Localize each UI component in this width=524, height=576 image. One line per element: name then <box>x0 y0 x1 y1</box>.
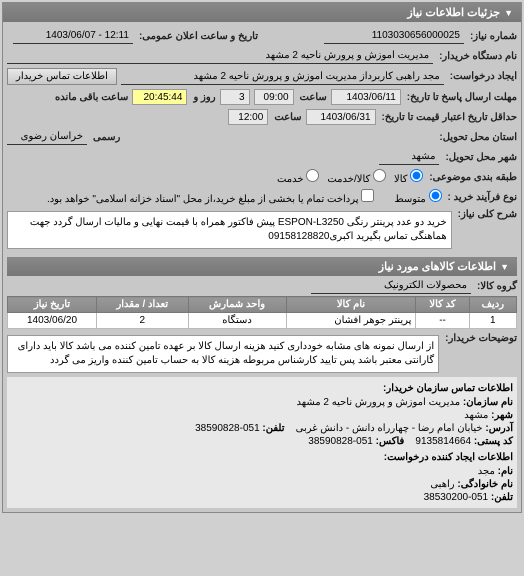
validity-label: حداقل تاریخ اعتبار قیمت تا تاریخ: <box>380 112 517 123</box>
address-value: خیابان امام رضا - چهارراه دانش - دانش غر… <box>296 423 483 434</box>
days-value: 3 <box>220 89 250 105</box>
delivery-city-value: مشهد <box>379 149 439 165</box>
delivery-state-label: استان محل تحویل: <box>437 132 517 143</box>
radio-kala-label: کالا <box>394 174 408 185</box>
address-label: آدرس: <box>485 423 513 434</box>
org-name-label: نام سازمان: <box>463 397 513 408</box>
city-label: شهر: <box>491 410 513 421</box>
delivery-city-label: شهر محل تحویل: <box>443 152 517 163</box>
radio-average[interactable]: متوسط <box>394 189 441 205</box>
delivery-state-value: خراسان رضوی <box>7 129 87 145</box>
radio-khadamat-only-label: خدمت <box>277 174 304 185</box>
main-panel-header: ▼ جزئیات اطلاعات نیاز <box>3 3 521 22</box>
radio-khadamat-only[interactable]: خدمت <box>277 169 319 185</box>
radio-khadamat[interactable]: کالا/خدمت <box>327 169 386 185</box>
contact-section: اطلاعات تماس سازمان خریدار: نام سازمان: … <box>7 377 517 508</box>
radio-kala[interactable]: کالا <box>394 169 423 185</box>
validity-time-value: 12:00 <box>228 109 268 125</box>
postal-value: 9135814664 <box>415 436 471 447</box>
phone-value: 051-38590828 <box>195 423 260 434</box>
cell-unit: دستگاه <box>188 313 286 329</box>
buyer-org-value: مدیریت اموزش و پرورش ناحیه 2 مشهد <box>7 48 433 64</box>
items-header-title: اطلاعات کالاهای مورد نیاز <box>379 260 496 273</box>
cell-date: 1403/06/20 <box>8 313 97 329</box>
payment-note-label: پرداخت تمام یا بخشی از مبلغ خرید،از محل … <box>47 194 359 205</box>
fax-label: فاکس: <box>376 436 405 447</box>
checkbox-payment[interactable]: پرداخت تمام یا بخشی از مبلغ خرید،از محل … <box>47 189 374 205</box>
creator-name-value: مجد <box>478 466 495 477</box>
creator-header: اطلاعات ایجاد کننده درخواست: <box>11 452 513 463</box>
time-label-1: ساعت <box>298 92 327 103</box>
phone-label: تلفن: <box>262 423 284 434</box>
main-desc-label: شرح کلی نیاز: <box>456 209 517 220</box>
contact-header: اطلاعات تماس سازمان خریدار: <box>11 383 513 394</box>
validity-date-value: 1403/06/31 <box>306 109 376 125</box>
packing-label: طبقه بندی موضوعی: <box>427 172 517 183</box>
postal-label: کد پستی: <box>474 436 513 447</box>
requester-value: مجد راهبی کاربرداز مدیریت اموزش و پرورش … <box>121 69 444 85</box>
announce-date-label: تاریخ و ساعت اعلان عمومی: <box>137 31 258 42</box>
cell-name: پرینتر جوهر افشان <box>286 313 416 329</box>
col-qty: تعداد / مقدار <box>97 297 188 313</box>
creator-name-label: نام: <box>498 466 513 477</box>
cell-row: 1 <box>469 313 516 329</box>
col-unit: واحد شمارش <box>188 297 286 313</box>
collapse-icon-2[interactable]: ▼ <box>500 262 509 272</box>
purchase-type-label: نوع فرآیند خرید : <box>446 192 517 203</box>
req-num-label: شماره نیاز: <box>468 31 517 42</box>
buyer-org-label: نام دستگاه خریدار: <box>437 51 517 62</box>
remaining-time-value: 20:45:44 <box>132 89 187 105</box>
creator-lastname-label: نام خانوادگی: <box>457 479 513 490</box>
buyer-notes-value: از ارسال نمونه های مشابه خودداری کنید هز… <box>7 335 439 373</box>
col-row: ردیف <box>469 297 516 313</box>
creator-phone-value: 051-38530200 <box>424 492 489 503</box>
group-value: محصولات الکترونیک <box>311 278 471 294</box>
announce-date-value: 12:11 - 1403/06/07 <box>13 28 133 44</box>
creator-lastname-value: راهبی <box>430 479 454 490</box>
deadline-label: مهلت ارسال پاسخ تا تاریخ: <box>405 92 517 103</box>
org-name-value: مدیریت اموزش و پرورش ناحیه 2 مشهد <box>296 397 460 408</box>
main-desc-value: خرید دو عدد پرینتر رنگی ESPON-L3250 پیش … <box>7 211 452 249</box>
table-row[interactable]: 1 -- پرینتر جوهر افشان دستگاه 2 1403/06/… <box>8 313 517 329</box>
time-label-2: ساعت <box>272 112 301 123</box>
col-name: نام کالا <box>286 297 416 313</box>
contact-info-button[interactable]: اطلاعات تماس خریدار <box>7 68 117 85</box>
day-label: روز و <box>191 92 215 103</box>
collapse-icon[interactable]: ▼ <box>504 8 513 18</box>
items-table: ردیف کد کالا نام کالا واحد شمارش تعداد /… <box>7 296 517 329</box>
deadline-time-value: 09:00 <box>254 89 294 105</box>
main-panel-body: شماره نیاز: 1103030656000025 تاریخ و ساع… <box>3 22 521 512</box>
col-date: تاریخ نیاز <box>8 297 97 313</box>
radio-average-label: متوسط <box>394 194 425 205</box>
radio-khadamat-label: کالا/خدمت <box>327 174 370 185</box>
remaining-label: ساعت باقی مانده <box>53 92 128 103</box>
cell-code: -- <box>416 313 469 329</box>
creator-phone-label: تلفن: <box>491 492 513 503</box>
main-header-title: جزئیات اطلاعات نیاز <box>407 6 500 19</box>
category-radio-group: کالا کالا/خدمت خدمت <box>277 169 423 185</box>
requester-label: ایجاد درخواست: <box>448 71 517 82</box>
deadline-date-value: 1403/06/11 <box>331 89 401 105</box>
main-panel: ▼ جزئیات اطلاعات نیاز شماره نیاز: 110303… <box>2 2 522 513</box>
items-panel-header: ▼ اطلاعات کالاهای مورد نیاز <box>7 257 517 276</box>
group-label: گروه کالا: <box>475 281 517 292</box>
cell-qty: 2 <box>97 313 188 329</box>
col-code: کد کالا <box>416 297 469 313</box>
buyer-notes-label: توضیحات خریدار: <box>443 333 517 344</box>
fax-value: 051-38590828 <box>308 436 373 447</box>
city-value: مشهد <box>464 410 488 421</box>
req-num-value: 1103030656000025 <box>324 28 464 44</box>
official-label: رسمی <box>91 132 120 143</box>
